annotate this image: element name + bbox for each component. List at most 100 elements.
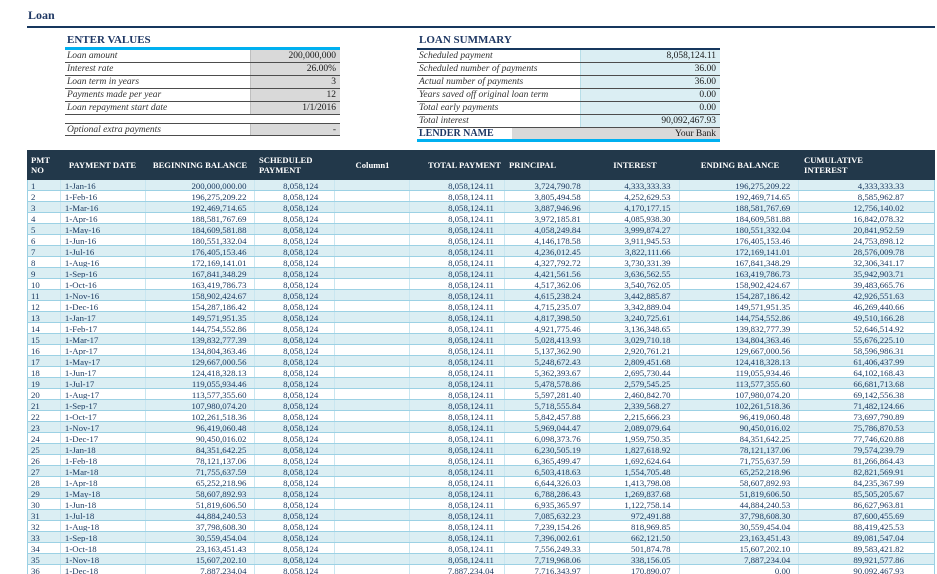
cell-pmt-no: 35 [28, 554, 61, 564]
enter-values-row: Loan repayment start date 1/1/2016 [65, 102, 340, 115]
cell-ending-balance: 44,884,240.53 [680, 499, 800, 509]
cell-column1 [335, 279, 411, 289]
input-value-cell[interactable]: 1/1/2016 [250, 102, 340, 114]
cell-beginning-balance: 200,000,000.00 [146, 180, 256, 190]
cell-ending-balance: 196,275,209.22 [680, 180, 800, 190]
lender-name-value-cell[interactable]: Your Bank [512, 128, 720, 139]
cell-interest: 2,460,842.70 [590, 389, 680, 399]
column-header-pmt-no: PMT NO [31, 155, 50, 175]
cell-total-payment: 8,058,124.11 [410, 543, 505, 553]
cell-interest: 662,121.50 [590, 532, 680, 542]
cell-beginning-balance: 113,577,355.60 [146, 389, 256, 399]
cell-beginning-balance: 139,832,777.39 [146, 334, 256, 344]
cell-scheduled-payment: 8,058,124 [255, 312, 336, 322]
table-row: 35 1-Nov-18 15,607,202.10 8,058,124 8,05… [28, 554, 934, 565]
cell-column1 [335, 235, 411, 245]
table-row: 19 1-Jul-17 119,055,934.46 8,058,124 8,0… [28, 378, 934, 389]
table-row: 15 1-Mar-17 139,832,777.39 8,058,124 8,0… [28, 334, 934, 345]
cell-ending-balance: 113,577,355.60 [680, 378, 800, 388]
cell-beginning-balance: 129,667,000.56 [146, 356, 256, 366]
cell-cumulative-interest: 20,841,952.59 [853, 224, 904, 235]
cell-ending-balance: 58,607,892.93 [680, 477, 800, 487]
cell-total-payment: 8,058,124.11 [410, 422, 505, 432]
cell-total-payment: 8,058,124.11 [410, 202, 505, 212]
cell-pmt-no: 9 [28, 268, 61, 278]
cell-scheduled-payment: 8,058,124 [255, 180, 336, 190]
cell-interest: 3,029,710.18 [590, 334, 680, 344]
cell-total-payment: 8,058,124.11 [410, 356, 505, 366]
cell-total-payment: 8,058,124.11 [410, 499, 505, 509]
cell-ending-balance: 30,559,454.04 [680, 521, 800, 531]
cell-pmt-no: 1 [28, 180, 61, 190]
cell-pmt-no: 11 [28, 290, 61, 300]
cell-interest: 338,156.05 [590, 554, 680, 564]
cell-pmt-no: 18 [28, 367, 61, 377]
cell-principal: 6,644,326.03 [505, 477, 590, 487]
cell-interest: 1,959,750.35 [590, 433, 680, 443]
loan-summary-row: Actual number of payments 36.00 [417, 76, 720, 89]
cell-cumulative-interest: 58,596,986.31 [853, 345, 904, 356]
cell-principal: 7,716,343.97 [505, 565, 590, 574]
cell-column1 [335, 488, 411, 498]
cell-payment-date: 1-Sep-16 [61, 268, 146, 278]
table-row: 10 1-Oct-16 163,419,786.73 8,058,124 8,0… [28, 279, 934, 290]
cell-interest: 3,136,348.65 [590, 323, 680, 333]
input-value-cell[interactable]: 26.00% [250, 63, 340, 75]
cell-scheduled-payment: 8,058,124 [255, 378, 336, 388]
cell-scheduled-payment: 8,058,124 [255, 521, 336, 531]
cell-beginning-balance: 144,754,552.86 [146, 323, 256, 333]
cell-cumulative-interest: 73,697,790.89 [853, 411, 904, 422]
cell-principal: 4,236,012.45 [505, 246, 590, 256]
table-row: 9 1-Sep-16 167,841,348.29 8,058,124 8,05… [28, 268, 934, 279]
cell-payment-date: 1-Mar-18 [61, 466, 146, 476]
table-row: 36 1-Dec-18 7,887,234.04 8,058,124 7,887… [28, 565, 934, 574]
cell-principal: 7,556,249.33 [505, 543, 590, 553]
cell-pmt-no: 6 [28, 235, 61, 245]
cell-interest: 3,999,874.27 [590, 224, 680, 234]
cell-beginning-balance: 23,163,451.43 [146, 543, 256, 553]
cell-payment-date: 1-Jan-18 [61, 444, 146, 454]
loan-summary-row: Scheduled payment 8,058,124.11 [417, 50, 720, 63]
table-row: 30 1-Jun-18 51,819,606.50 8,058,124 8,05… [28, 499, 934, 510]
cell-ending-balance: 78,121,137.06 [680, 444, 800, 454]
cell-payment-date: 1-Jan-17 [61, 312, 146, 322]
cell-cumulative-interest: 75,786,870.53 [853, 422, 904, 433]
cell-cumulative-interest: 89,081,547.04 [853, 532, 904, 543]
cell-beginning-balance: 84,351,642.25 [146, 444, 256, 454]
cell-total-payment: 8,058,124.11 [410, 301, 505, 311]
cell-ending-balance: 23,163,451.43 [680, 532, 800, 542]
column-header-column1: Column1 [355, 160, 390, 170]
cell-payment-date: 1-Oct-17 [61, 411, 146, 421]
title-divider [27, 26, 935, 28]
cell-principal: 4,327,792.72 [505, 257, 590, 267]
cell-beginning-balance: 188,581,767.69 [146, 213, 256, 223]
input-value-cell[interactable]: 200,000,000 [250, 50, 340, 62]
cell-cumulative-interest: 82,821,569.91 [853, 466, 904, 477]
cell-pmt-no: 13 [28, 312, 61, 322]
input-value-cell[interactable]: 3 [250, 76, 340, 88]
cell-column1 [335, 499, 411, 509]
cell-pmt-no: 2 [28, 191, 61, 201]
cell-payment-date: 1-Sep-17 [61, 400, 146, 410]
cell-principal: 4,421,561.56 [505, 268, 590, 278]
cell-column1 [335, 356, 411, 366]
table-row: 6 1-Jun-16 180,551,332.04 8,058,124 8,05… [28, 235, 934, 246]
cell-payment-date: 1-Aug-18 [61, 521, 146, 531]
cell-ending-balance: 172,169,141.01 [680, 246, 800, 256]
computed-value-cell: 36.00 [580, 63, 720, 75]
cell-pmt-no: 31 [28, 510, 61, 520]
cell-pmt-no: 29 [28, 488, 61, 498]
cell-beginning-balance: 96,419,060.48 [146, 422, 256, 432]
cell-column1 [335, 521, 411, 531]
cell-pmt-no: 26 [28, 455, 61, 465]
cell-column1 [335, 400, 411, 410]
field-label: Loan repayment start date [67, 103, 168, 113]
input-value-cell[interactable]: 12 [250, 89, 340, 101]
cell-interest: 3,240,725.61 [590, 312, 680, 322]
table-header-row: PMT NO PAYMENT DATE BEGINNING BALANCE SC… [27, 150, 935, 180]
input-value-cell[interactable]: - [250, 124, 340, 135]
field-label: Payments made per year [67, 90, 162, 100]
cell-principal: 6,365,499.47 [505, 455, 590, 465]
field-label: Scheduled payment [419, 51, 493, 61]
cell-column1 [335, 301, 411, 311]
